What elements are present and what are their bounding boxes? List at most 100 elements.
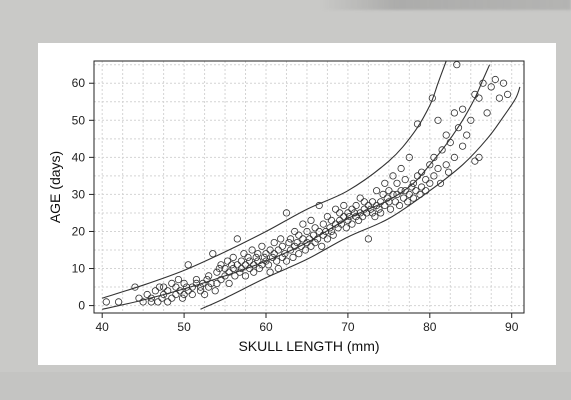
- data-point: [393, 190, 401, 198]
- data-point: [331, 220, 340, 228]
- data-point: [348, 205, 356, 213]
- data-point: [426, 161, 434, 169]
- data-point: [211, 287, 219, 295]
- data-point: [285, 239, 293, 247]
- y-tick-label: 40: [72, 150, 86, 164]
- data-point: [241, 261, 250, 269]
- data-point: [255, 264, 263, 273]
- data-point: [479, 79, 487, 87]
- data-point: [422, 176, 430, 184]
- data-point: [205, 283, 213, 291]
- curve-lower: [200, 86, 521, 310]
- data-point: [269, 253, 277, 261]
- data-point: [348, 220, 356, 228]
- data-point: [213, 279, 221, 287]
- data-point: [217, 276, 225, 284]
- data-point: [381, 179, 389, 187]
- data-point: [463, 131, 471, 139]
- data-point: [203, 276, 211, 284]
- data-point: [315, 201, 323, 210]
- data-point: [147, 294, 155, 302]
- data-point: [221, 272, 229, 280]
- data-point: [172, 283, 180, 291]
- x-tick-label: 60: [259, 320, 273, 334]
- data-point: [381, 201, 389, 210]
- data-point: [471, 157, 479, 165]
- data-point: [184, 287, 192, 295]
- data-point: [413, 120, 422, 128]
- data-point: [299, 235, 307, 243]
- data-point: [293, 239, 301, 247]
- data-point: [458, 105, 467, 113]
- data-point: [168, 294, 176, 302]
- plot-frame: [93, 60, 525, 314]
- data-point: [151, 287, 160, 295]
- data-point: [233, 235, 241, 243]
- data-point: [301, 246, 309, 254]
- data-point: [428, 94, 436, 102]
- x-tick-label: 70: [341, 320, 355, 334]
- data-point: [450, 109, 458, 117]
- data-point: [397, 164, 405, 173]
- data-point: [215, 264, 223, 273]
- data-point: [278, 242, 286, 250]
- x-tick-label: 50: [177, 320, 191, 334]
- data-point: [344, 216, 352, 224]
- data-point: [413, 172, 422, 180]
- data-point: [399, 194, 408, 202]
- data-point: [336, 209, 344, 217]
- data-point: [309, 231, 318, 239]
- data-point: [417, 168, 426, 176]
- data-point: [475, 94, 483, 102]
- data-point: [372, 187, 381, 195]
- data-point: [229, 264, 237, 273]
- data-point: [297, 242, 305, 250]
- data-point: [377, 198, 385, 206]
- data-point: [250, 268, 258, 276]
- data-point: [274, 264, 282, 273]
- data-point: [471, 90, 479, 99]
- page-text-fragment: [320, 0, 571, 10]
- data-point: [487, 83, 495, 91]
- data-point: [213, 268, 221, 276]
- data-point: [323, 213, 331, 221]
- data-point: [389, 190, 397, 198]
- grid: [94, 61, 524, 313]
- data-point: [295, 250, 303, 258]
- data-point: [207, 279, 215, 287]
- curve-upper: [102, 61, 447, 299]
- data-point: [340, 213, 348, 221]
- data-point: [368, 209, 377, 217]
- y-axis-title: AGE (days): [47, 151, 63, 223]
- data-point: [368, 198, 377, 206]
- data-point: [364, 235, 372, 243]
- data-point: [327, 227, 336, 236]
- data-point: [233, 261, 241, 269]
- data-point: [264, 261, 273, 269]
- data-point: [209, 250, 217, 258]
- data-point: [240, 250, 248, 258]
- data-point: [454, 124, 463, 132]
- data-point: [147, 298, 155, 306]
- data-point: [155, 283, 164, 291]
- data-point: [395, 201, 404, 210]
- data-point: [405, 153, 413, 162]
- y-tick-label: 10: [72, 262, 86, 276]
- data-point: [303, 239, 311, 247]
- data-point: [393, 179, 401, 187]
- data-point: [434, 164, 442, 173]
- data-point: [372, 201, 381, 210]
- data-point: [383, 194, 391, 202]
- data-point: [287, 235, 295, 243]
- curve-center: [102, 64, 491, 310]
- data-point: [115, 298, 123, 306]
- x-tick-label: 80: [423, 320, 437, 334]
- x-tick-label: 40: [96, 320, 110, 334]
- data-point: [483, 109, 491, 117]
- data-point: [412, 187, 420, 195]
- data-point: [241, 272, 250, 280]
- data-point: [475, 153, 483, 162]
- data-point: [319, 231, 327, 239]
- data-point: [188, 283, 196, 291]
- data-point: [196, 287, 205, 295]
